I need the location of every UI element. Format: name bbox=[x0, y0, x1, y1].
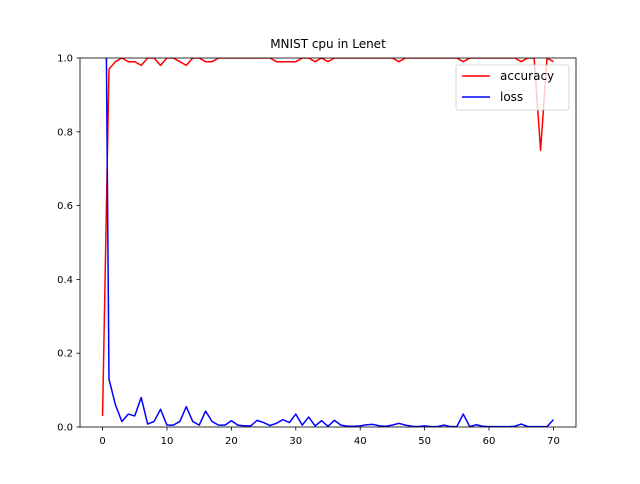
chart-title: MNIST cpu in Lenet bbox=[270, 37, 386, 51]
y-tick-label: 1.0 bbox=[57, 54, 73, 65]
line bbox=[101, 58, 554, 416]
y-tick-label: 0.8 bbox=[57, 127, 73, 138]
x-tick-label: 10 bbox=[161, 436, 174, 447]
x-tick-label: 30 bbox=[289, 436, 302, 447]
y-tick-label: 0.6 bbox=[57, 201, 73, 212]
line bbox=[105, 58, 555, 427]
x-tick-label: 0 bbox=[99, 436, 105, 447]
legend-label: accuracy bbox=[500, 69, 554, 83]
plot-frame bbox=[79, 57, 577, 428]
y-tick-label: 0.2 bbox=[57, 349, 73, 360]
legend-label: loss bbox=[500, 90, 523, 104]
x-tick-label: 20 bbox=[225, 436, 238, 447]
y-tick-label: 0.4 bbox=[57, 275, 73, 286]
x-tick-label: 40 bbox=[354, 436, 367, 447]
x-tick-label: 60 bbox=[483, 436, 496, 447]
x-tick-label: 50 bbox=[418, 436, 431, 447]
x-tick-label: 70 bbox=[547, 436, 560, 447]
plot-lines bbox=[101, 58, 555, 427]
y-tick-label: 0.0 bbox=[57, 423, 73, 434]
